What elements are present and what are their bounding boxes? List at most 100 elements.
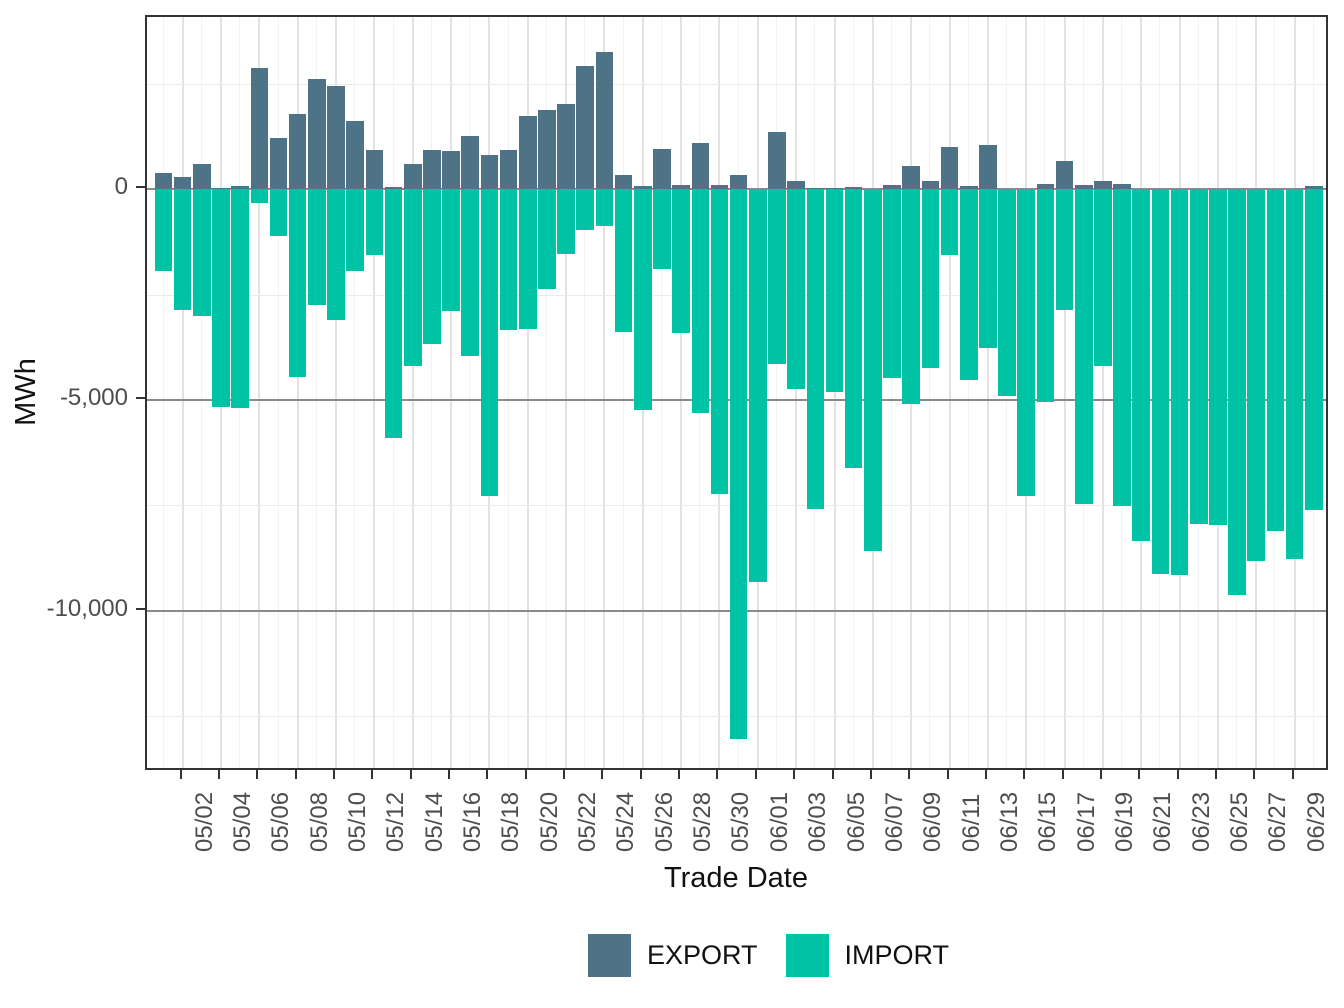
bar-import-05/25 — [614, 189, 633, 333]
bar-export-05/21 — [538, 109, 556, 190]
bar-export-05/31 — [729, 174, 748, 190]
gridline-x-minor — [929, 17, 931, 768]
bar-import-06/28 — [1266, 189, 1285, 531]
bar-export-05/11 — [346, 120, 364, 190]
x-tick-mark — [793, 770, 796, 779]
bar-export-06/18 — [1074, 184, 1093, 190]
gridline-x-minor — [775, 17, 777, 768]
bar-export-06/13 — [979, 144, 997, 190]
bar-import-05/08 — [288, 189, 307, 378]
x-tick-mark — [639, 770, 642, 779]
bar-import-06/09 — [902, 189, 920, 405]
gridline-x-major — [833, 17, 836, 768]
x-tick-label: 06/25 — [1225, 791, 1253, 852]
x-tick-label: 06/29 — [1302, 791, 1330, 852]
x-tick-label: 06/01 — [765, 791, 793, 852]
gridline-x-major — [181, 17, 184, 768]
plot-panel — [145, 15, 1328, 770]
x-tick-mark — [1023, 770, 1026, 779]
x-tick-label: 05/12 — [382, 791, 410, 852]
bar-import-06/07 — [864, 189, 882, 551]
bar-export-06/03 — [787, 180, 805, 190]
gridline-x-major — [411, 17, 414, 768]
bar-import-05/06 — [250, 189, 269, 204]
gridline-x-major — [373, 17, 376, 768]
bar-import-06/16 — [1036, 189, 1055, 402]
bar-import-05/21 — [538, 189, 556, 290]
gridline-x-major — [526, 17, 529, 768]
bar-import-05/18 — [480, 189, 499, 496]
bar-export-05/17 — [461, 136, 480, 190]
bar-export-05/10 — [327, 86, 345, 190]
bar-import-05/22 — [557, 189, 575, 254]
bar-import-06/05 — [825, 189, 844, 392]
bar-import-05/13 — [384, 189, 403, 438]
bar-import-05/24 — [595, 189, 614, 226]
y-tick-label: 0 — [114, 173, 128, 201]
bar-import-05/20 — [518, 189, 537, 329]
bar-export-05/24 — [595, 51, 614, 190]
x-tick-label: 05/14 — [420, 791, 448, 852]
gridline-x-minor — [469, 17, 471, 768]
gridline-x-major — [1101, 17, 1104, 768]
bar-export-05/28 — [672, 184, 690, 190]
x-tick-mark — [1214, 770, 1217, 779]
bar-import-05/26 — [633, 189, 652, 410]
x-tick-label: 06/13 — [995, 791, 1023, 852]
bar-export-06/08 — [883, 185, 901, 190]
bar-export-05/26 — [633, 185, 652, 190]
gridline-x-major — [986, 17, 989, 768]
bar-import-06/18 — [1074, 189, 1093, 505]
legend-label-import: IMPORT — [844, 940, 950, 970]
bar-export-05/15 — [423, 150, 441, 190]
bar-export-05/05 — [231, 185, 249, 190]
bar-import-06/02 — [768, 189, 786, 365]
bar-export-06/02 — [768, 132, 786, 190]
import-swatch — [785, 934, 829, 977]
x-tick-label: 05/24 — [612, 791, 640, 852]
x-tick-label: 06/17 — [1072, 791, 1100, 852]
bar-export-06/10 — [921, 181, 940, 190]
bar-import-06/23 — [1170, 189, 1189, 575]
bar-import-06/03 — [787, 189, 805, 390]
x-tick-mark — [409, 770, 412, 779]
bar-export-05/19 — [499, 149, 518, 190]
y-tick-mark — [136, 607, 145, 610]
x-tick-mark — [524, 770, 527, 779]
bar-import-06/13 — [979, 189, 997, 348]
bar-export-06/12 — [959, 185, 978, 190]
bar-import-06/21 — [1132, 189, 1151, 542]
x-tick-label: 05/08 — [305, 791, 333, 852]
bar-export-05/13 — [384, 187, 403, 190]
y-tick-label: -5,000 — [59, 383, 128, 411]
x-tick-label: 05/16 — [459, 791, 487, 852]
bar-import-05/02 — [173, 189, 192, 310]
bar-import-06/29 — [1285, 189, 1304, 559]
x-tick-label: 06/09 — [919, 791, 947, 852]
gridline-x-minor — [584, 17, 586, 768]
bar-import-06/25 — [1209, 189, 1227, 526]
x-tick-mark — [946, 770, 949, 779]
bar-export-05/14 — [403, 164, 422, 190]
bar-import-06/30 — [1305, 189, 1323, 510]
x-tick-mark — [716, 770, 719, 779]
bar-export-06/04 — [806, 188, 825, 190]
x-tick-mark — [486, 770, 489, 779]
gridline-x-major — [258, 17, 261, 768]
bar-import-05/03 — [193, 189, 211, 317]
gridline-x-minor — [430, 17, 432, 768]
x-tick-mark — [333, 770, 336, 779]
x-tick-mark — [869, 770, 872, 779]
bar-export-05/07 — [269, 137, 288, 190]
legend-item-export: EXPORT — [588, 934, 758, 977]
gridline-x-major — [603, 17, 606, 768]
bar-import-06/19 — [1094, 189, 1112, 367]
bar-import-06/15 — [1017, 189, 1036, 497]
x-tick-label: 05/22 — [574, 791, 602, 852]
bar-import-06/24 — [1189, 189, 1208, 524]
bar-import-06/08 — [883, 189, 901, 378]
x-tick-mark — [179, 770, 182, 779]
bar-export-06/20 — [1113, 184, 1131, 190]
x-tick-mark — [1253, 770, 1256, 779]
